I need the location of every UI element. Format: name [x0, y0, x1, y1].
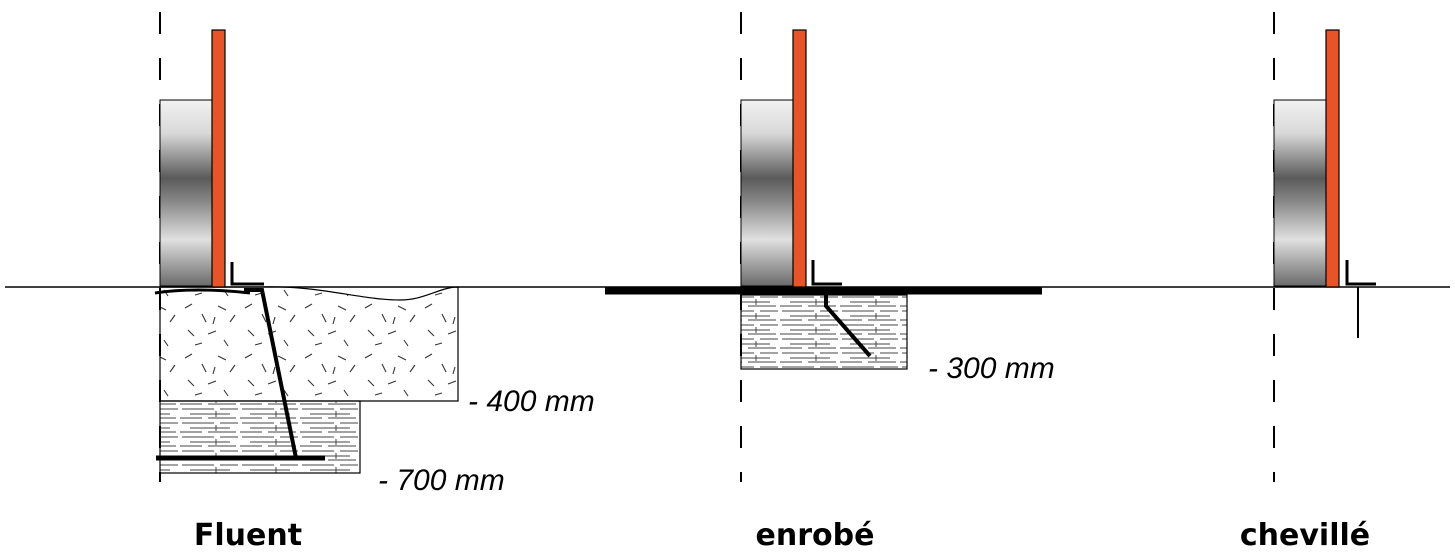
enrobe-anchor-rod [824, 287, 872, 358]
fluent-anchor-rod [244, 288, 298, 459]
enrobe-depth-label-300: - 300 mm [928, 352, 1055, 385]
cheville-cylinder [1273, 99, 1327, 287]
fluent-deep-layer [159, 400, 361, 474]
cheville-assembly [1273, 12, 1376, 482]
enrobe-assembly: - 300 mm [605, 12, 1055, 482]
caption-enrobe: enrobé [755, 518, 875, 553]
fluent-base-plate [154, 288, 251, 295]
enrobe-bracket [811, 260, 842, 286]
enrobe-post [792, 29, 807, 288]
caption-cheville: chevillé [1239, 518, 1371, 553]
enrobe-footing [740, 294, 908, 370]
fluent-depth-label-700: - 700 mm [378, 464, 505, 497]
enrobe-cylinder [740, 99, 794, 287]
caption-fluent: Fluent [193, 518, 303, 553]
cheville-bracket [1345, 260, 1376, 286]
cheville-post [1325, 29, 1340, 288]
fluent-depth-label-400: - 400 mm [468, 385, 595, 418]
fluent-bracket [230, 262, 264, 286]
fluent-concrete-block [159, 286, 459, 402]
fluent-cylinder [159, 99, 213, 287]
fluent-assembly: - 400 mm - 700 mm [154, 12, 595, 497]
fluent-post [211, 29, 226, 288]
